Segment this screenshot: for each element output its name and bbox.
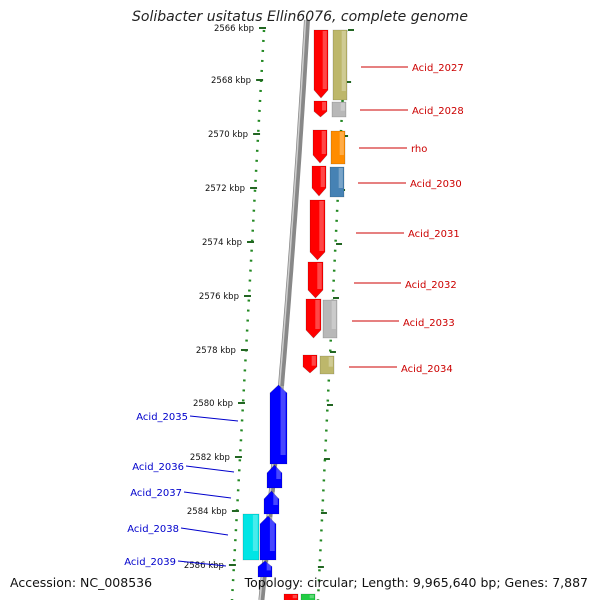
gene-label-acid_2031: Acid_2031 [408, 229, 460, 240]
gene-acid-2039 [257, 560, 273, 578]
gene-acid-2037 [263, 490, 280, 515]
gene-acid-2030 [311, 165, 327, 197]
label-leader-line [183, 491, 232, 499]
axis-tick-label: 2568 kbp [211, 76, 251, 86]
gene-acid-2036 [266, 464, 283, 489]
gene-acid-2027 [313, 29, 329, 99]
feature-acid-2038 [242, 513, 260, 561]
gene-fragment-bottom [283, 593, 299, 603]
gene-label-acid_2034: Acid_2034 [401, 364, 453, 375]
feature-fragment-bottom [300, 593, 316, 603]
gene-label-acid_2036: Acid_2036 [132, 462, 184, 473]
gene-label-acid_2035: Acid_2035 [136, 412, 188, 423]
feature-rho [330, 130, 346, 165]
gene-label-rho: rho [411, 144, 427, 155]
axis-tick-label: 2574 kbp [202, 238, 242, 248]
gene-label-acid_2037: Acid_2037 [130, 488, 182, 499]
gene-acid-2028 [313, 100, 328, 118]
feature-acid-2033 [322, 299, 338, 339]
gene-label-acid_2027: Acid_2027 [412, 63, 464, 74]
gene-label-acid_2030: Acid_2030 [410, 179, 462, 190]
gene-label-acid_2039: Acid_2039 [124, 557, 176, 568]
axis-tick-label: 2580 kbp [193, 399, 233, 409]
gene-acid-2032 [307, 261, 324, 299]
label-leader-line [177, 560, 227, 567]
accession-label: Accession: NC_008536 [10, 575, 153, 590]
axis-tick-label: 2566 kbp [214, 24, 254, 34]
axis-tick-label: 2584 kbp [187, 507, 227, 517]
axis-tick-label: 2582 kbp [190, 453, 230, 463]
gene-label-acid_2028: Acid_2028 [412, 106, 464, 117]
gene-acid-2035 [269, 384, 288, 465]
feature-acid-2034 [319, 355, 335, 375]
feature-acid-2030 [329, 166, 345, 198]
page-title: Solibacter usitatus Ellin6076, complete … [132, 9, 468, 25]
axis-tick-label: 2578 kbp [196, 346, 236, 356]
gene-acid-2038 [259, 515, 277, 561]
label-leader-line [180, 527, 229, 536]
gene-acid-2031 [309, 199, 326, 261]
axis-tick-label: 2572 kbp [205, 184, 245, 194]
gene-label-acid_2032: Acid_2032 [405, 280, 457, 291]
label-leader-line [185, 465, 235, 473]
axis-tick-label: 2570 kbp [208, 130, 248, 140]
gene-label-acid_2033: Acid_2033 [403, 318, 455, 329]
axis-tick-label: 2576 kbp [199, 292, 239, 302]
gene-label-acid_2038: Acid_2038 [127, 524, 179, 535]
label-leader-line [189, 415, 239, 422]
gene-rho [312, 129, 328, 164]
feature-acid-2027 [332, 29, 348, 101]
feature-acid-2028 [331, 101, 347, 118]
gene-acid-2033 [305, 298, 322, 339]
gene-acid-2034 [302, 354, 318, 374]
topology-summary: Topology: circular; Length: 9,965,640 bp… [244, 575, 588, 590]
axis-tick-label: 2586 kbp [184, 561, 224, 571]
